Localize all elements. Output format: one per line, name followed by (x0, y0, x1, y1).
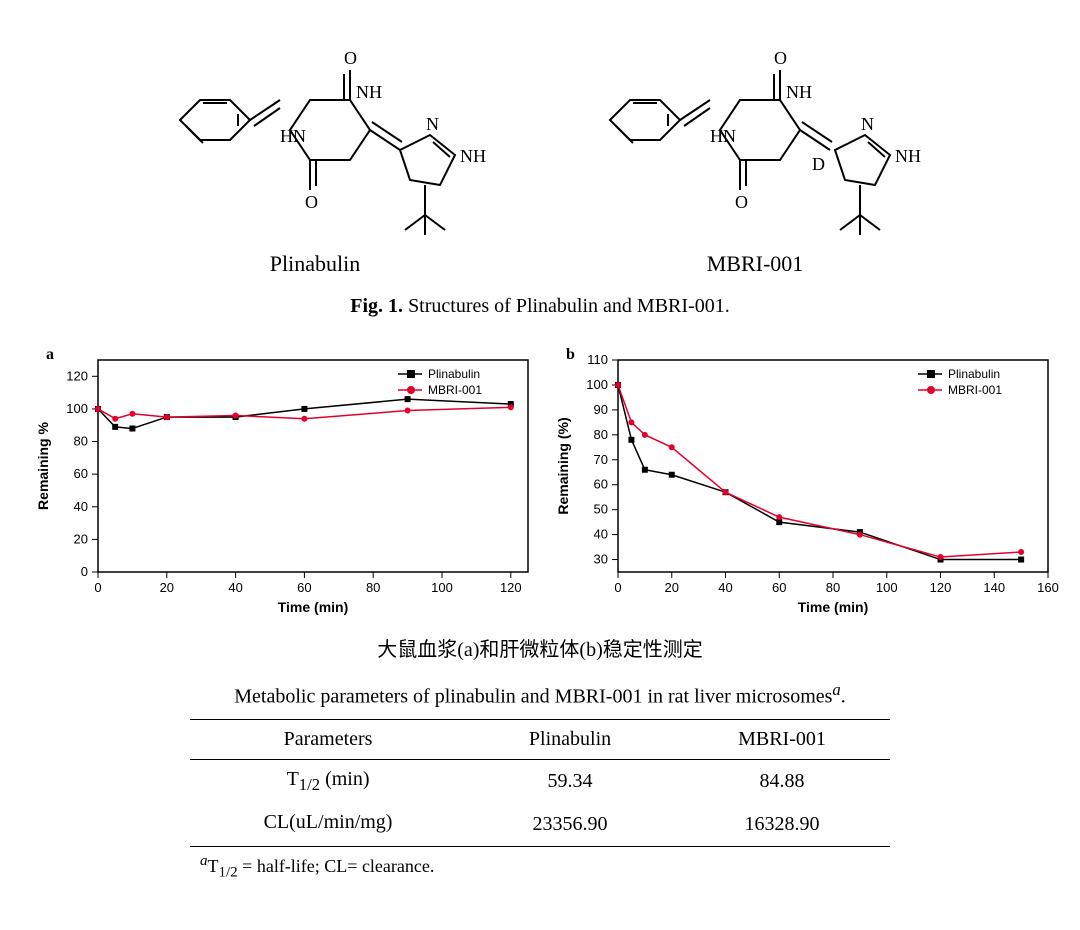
svg-text:60: 60 (594, 477, 608, 492)
svg-text:0: 0 (614, 580, 621, 595)
table-row: T1/2 (min) 59.34 84.88 (190, 759, 890, 803)
table-cell-param: T1/2 (min) (190, 759, 466, 803)
svg-text:70: 70 (594, 452, 608, 467)
svg-text:NH: NH (786, 82, 812, 102)
svg-text:90: 90 (594, 402, 608, 417)
svg-text:O: O (735, 192, 748, 212)
mbri001-svg: O O NH HN N NH D (560, 30, 950, 240)
plinabulin-svg: O O NH HN N NH (130, 30, 500, 240)
table-title-text: Metabolic parameters of plinabulin and M… (234, 686, 832, 708)
param-text: T (287, 768, 299, 790)
table-cell-param: CL(uL/min/mg) (190, 803, 466, 847)
svg-text:Remaining (%): Remaining (%) (555, 417, 571, 514)
svg-text:30: 30 (594, 552, 608, 567)
svg-text:0: 0 (81, 564, 88, 579)
svg-text:40: 40 (718, 580, 732, 595)
table-title: Metabolic parameters of plinabulin and M… (30, 680, 1050, 709)
svg-text:0: 0 (94, 580, 101, 595)
svg-text:80: 80 (826, 580, 840, 595)
fig1-caption: Fig. 1. Structures of Plinabulin and MBR… (30, 295, 1050, 318)
table-col-plinabulin: Plinabulin (466, 719, 674, 759)
svg-text:120: 120 (66, 368, 88, 383)
table-title-period: . (841, 686, 846, 708)
svg-text:NH: NH (460, 146, 486, 166)
metabolic-table: Parameters Plinabulin MBRI-001 T1/2 (min… (190, 719, 890, 847)
chinese-caption: 大鼠血浆(a)和肝微粒体(b)稳定性测定 (30, 633, 1050, 662)
chart-b: b 0 20 40 60 80 100 120 140 160 30 40 50 60 70 80 90 100… (550, 342, 1060, 627)
panel-b-label: b (566, 346, 575, 364)
table-footnote: aT1/2 = half-life; CL= clearance. (200, 853, 1050, 882)
svg-text:40: 40 (228, 580, 242, 595)
chart-a-svg: 0 20 40 60 80 100 120 0 20 40 60 80 100 120 Time (min)… (30, 342, 540, 622)
svg-text:60: 60 (74, 466, 88, 481)
chemical-structures-row: O O NH HN N NH Plinabulin (30, 30, 1050, 277)
table-title-sup: a (832, 680, 840, 699)
footnote-sup: a (200, 853, 208, 869)
table-col-mbri001: MBRI-001 (674, 719, 890, 759)
structure-label-plinabulin: Plinabulin (130, 251, 500, 277)
svg-text:Time (min): Time (min) (278, 599, 349, 615)
svg-text:40: 40 (74, 499, 88, 514)
structure-mbri001: O O NH HN N NH D MBRI-001 (560, 30, 950, 277)
charts-row: a 0 20 40 60 80 100 120 0 20 40 60 80 100 120 Time (mi… (30, 342, 1050, 627)
svg-text:20: 20 (74, 531, 88, 546)
svg-text:110: 110 (587, 352, 608, 367)
svg-text:Plinabulin: Plinabulin (428, 367, 480, 381)
footnote-rest: = half-life; CL= clearance. (238, 856, 435, 876)
structure-label-mbri001: MBRI-001 (560, 251, 950, 277)
svg-text:80: 80 (594, 427, 608, 442)
svg-text:120: 120 (500, 580, 522, 595)
svg-text:100: 100 (66, 401, 88, 416)
svg-text:O: O (344, 48, 357, 68)
svg-text:80: 80 (366, 580, 380, 595)
table-cell: 59.34 (466, 759, 674, 803)
panel-a-label: a (46, 346, 54, 364)
svg-text:120: 120 (930, 580, 952, 595)
svg-text:20: 20 (665, 580, 679, 595)
table-cell: 16328.90 (674, 803, 890, 847)
svg-text:MBRI-001: MBRI-001 (428, 383, 482, 397)
svg-text:100: 100 (586, 377, 608, 392)
svg-text:160: 160 (1037, 580, 1059, 595)
footnote-tsub: 1/2 (219, 864, 238, 880)
chart-a: a 0 20 40 60 80 100 120 0 20 40 60 80 100 120 Time (mi… (30, 342, 540, 627)
svg-text:Remaining %: Remaining % (35, 421, 51, 509)
svg-text:80: 80 (74, 434, 88, 449)
table-cell: 84.88 (674, 759, 890, 803)
table-cell: 23356.90 (466, 803, 674, 847)
svg-text:40: 40 (594, 527, 608, 542)
svg-text:50: 50 (594, 502, 608, 517)
chart-b-svg: 0 20 40 60 80 100 120 140 160 30 40 50 60 70 80 90 100 11… (550, 342, 1060, 622)
svg-text:NH: NH (356, 82, 382, 102)
fig1-caption-bold: Fig. 1. (350, 295, 403, 317)
svg-text:HN: HN (710, 126, 736, 146)
svg-text:N: N (426, 114, 439, 134)
table-row: CL(uL/min/mg) 23356.90 16328.90 (190, 803, 890, 847)
param-sub: 1/2 (299, 775, 320, 794)
footnote-t: T (208, 856, 219, 876)
svg-text:140: 140 (983, 580, 1005, 595)
svg-text:N: N (861, 114, 874, 134)
svg-text:D: D (812, 154, 825, 174)
table-header-row: Parameters Plinabulin MBRI-001 (190, 719, 890, 759)
svg-text:60: 60 (772, 580, 786, 595)
svg-text:Time (min): Time (min) (798, 599, 869, 615)
svg-text:O: O (305, 192, 318, 212)
svg-text:100: 100 (876, 580, 898, 595)
param-text: CL(uL/min/mg) (264, 811, 393, 833)
fig1-caption-rest: Structures of Plinabulin and MBRI-001. (403, 295, 730, 317)
svg-text:100: 100 (431, 580, 453, 595)
svg-text:HN: HN (280, 126, 306, 146)
svg-text:NH: NH (895, 146, 921, 166)
svg-text:O: O (774, 48, 787, 68)
table-col-parameters: Parameters (190, 719, 466, 759)
svg-text:20: 20 (160, 580, 174, 595)
svg-text:Plinabulin: Plinabulin (948, 367, 1000, 381)
svg-text:60: 60 (297, 580, 311, 595)
structure-plinabulin: O O NH HN N NH Plinabulin (130, 30, 500, 277)
svg-text:MBRI-001: MBRI-001 (948, 383, 1002, 397)
param-after: (min) (320, 768, 369, 790)
